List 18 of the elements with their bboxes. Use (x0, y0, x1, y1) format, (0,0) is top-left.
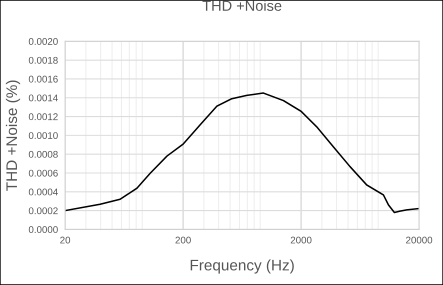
y-tick-label: 0.0008 (28, 150, 58, 158)
y-tick-label: 0.0020 (28, 38, 58, 45)
x-tick-label: 200 (175, 236, 191, 244)
y-tick-label: 0.0002 (28, 207, 58, 214)
y-tick-label: 0.0018 (28, 56, 58, 64)
y-tick-label: 0.0012 (28, 113, 58, 120)
chart-title: THD +Noise (202, 0, 282, 11)
y-tick-label: 0.0000 (28, 226, 58, 234)
y-axis-title: THD +Noise (%) (6, 80, 20, 191)
x-tick-label: 20 (60, 236, 70, 244)
y-tick-label: 0.0006 (28, 170, 58, 177)
x-axis-title: Frequency (Hz) (190, 259, 294, 274)
y-tick-label: 0.0010 (28, 132, 58, 139)
y-tick-label: 0.0014 (28, 94, 58, 102)
y-tick-label: 0.0016 (28, 76, 58, 83)
x-tick-label: 20000 (406, 236, 432, 244)
y-tick-label: 0.0004 (28, 188, 58, 196)
x-tick-label: 2000 (290, 236, 312, 244)
